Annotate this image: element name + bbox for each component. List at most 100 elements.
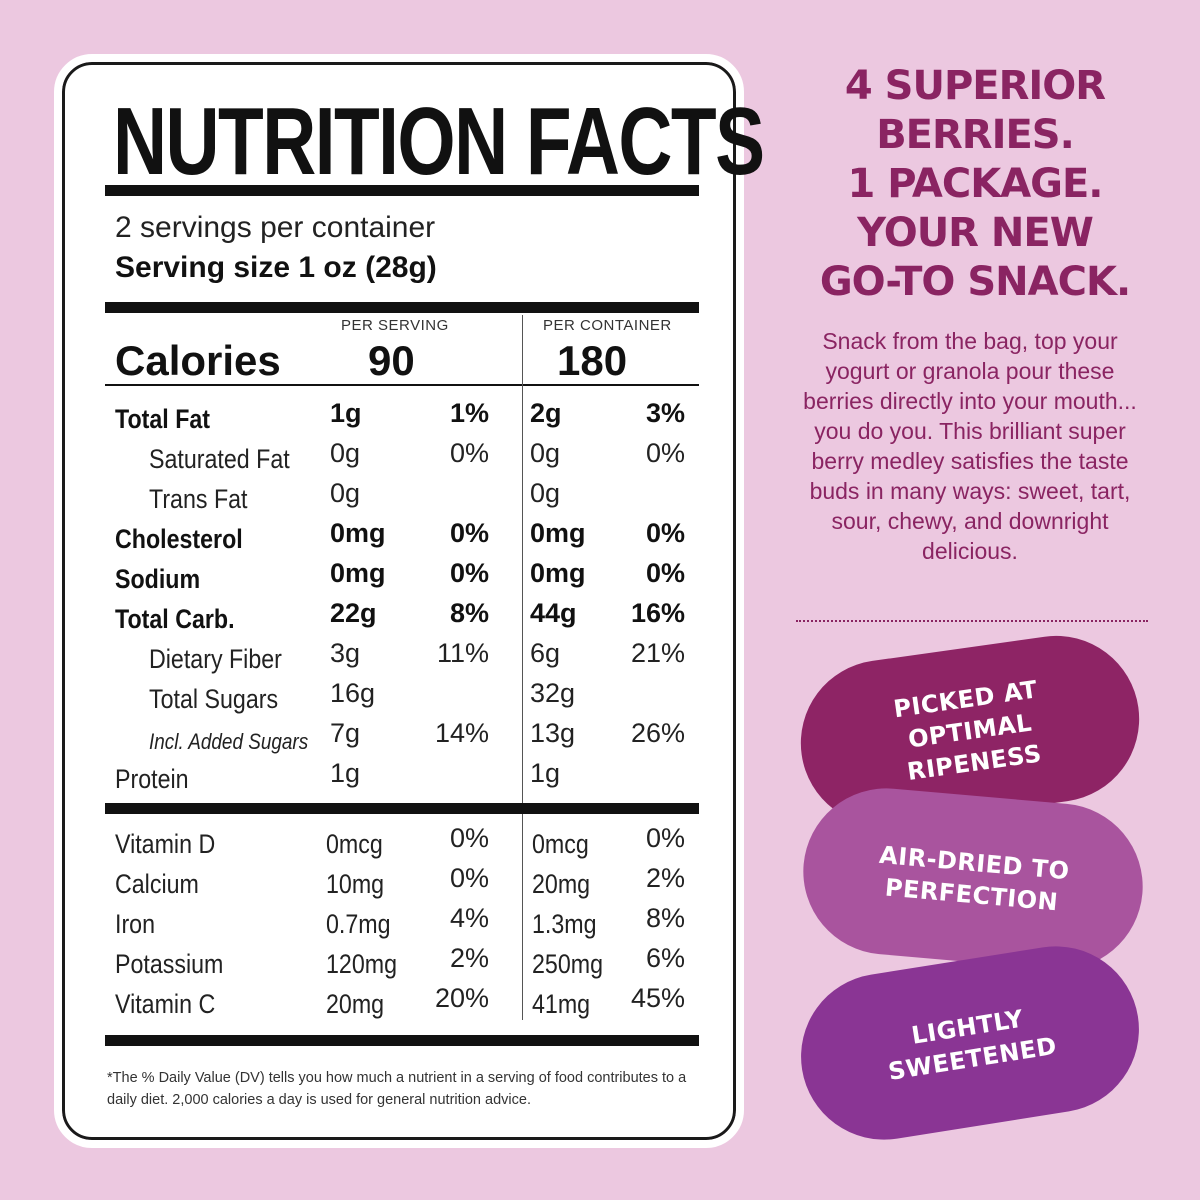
vitamin-name: Calcium bbox=[115, 869, 199, 899]
serving-dv: 8% bbox=[449, 598, 489, 628]
nutrient-row-sodium: Sodium 0mg 0% 0mg 0% bbox=[65, 552, 739, 594]
vitamin-name: Vitamin D bbox=[115, 829, 216, 859]
container-amount: 0mcg bbox=[532, 829, 589, 859]
calories-label: Calories bbox=[115, 337, 281, 384]
nutrient-row-protein: Protein 1g 1g bbox=[65, 752, 739, 794]
serving-amount: 0.7mg bbox=[326, 909, 391, 939]
serving-amount: 10mg bbox=[326, 869, 385, 899]
container-amount: 0g bbox=[530, 438, 561, 468]
nutrition-facts-panel: NUTRITION FACTS 2 servings per container… bbox=[54, 54, 765, 1148]
container-dv: 26% bbox=[630, 718, 685, 748]
nutrient-row-trans-fat: Trans Fat 0g 0g bbox=[65, 472, 739, 514]
container-amount: 1g bbox=[530, 758, 561, 788]
serving-dv: 0% bbox=[449, 518, 489, 548]
serving-dv: 14% bbox=[434, 718, 489, 748]
headline-line: GO-TO SNACK. bbox=[819, 259, 1131, 305]
serving-dv: 4% bbox=[449, 903, 489, 933]
container-amount: 32g bbox=[530, 678, 576, 708]
badge-label: AIR-DRIED TO PERFECTION bbox=[878, 840, 1071, 917]
container-dv: 0% bbox=[645, 823, 685, 853]
container-dv: 2% bbox=[645, 863, 685, 893]
serving-amount: 0mcg bbox=[326, 829, 383, 859]
nutrient-row-saturated-fat: Saturated Fat 0g 0% 0g 0% bbox=[65, 432, 739, 474]
thick-divider bbox=[105, 1035, 699, 1046]
container-dv: 0% bbox=[645, 518, 685, 548]
servings-per-container: 2 servings per container bbox=[115, 211, 436, 244]
headline-line: 4 SUPERIOR bbox=[844, 63, 1106, 109]
container-dv: 21% bbox=[630, 638, 685, 668]
calories-per-container: 180 bbox=[557, 337, 628, 384]
serving-dv: 20% bbox=[434, 983, 489, 1013]
container-dv: 6% bbox=[645, 943, 685, 973]
container-amount: 13g bbox=[530, 718, 576, 748]
per-serving-header: PER SERVING bbox=[341, 317, 449, 334]
serving-dv: 0% bbox=[449, 558, 489, 588]
column-divider bbox=[522, 814, 523, 1020]
badge-air-dried: AIR-DRIED TO PERFECTION bbox=[796, 781, 1150, 977]
serving-amount: 1g bbox=[330, 398, 362, 428]
serving-size: Serving size 1 oz (28g) bbox=[115, 251, 437, 284]
container-dv: 0% bbox=[645, 438, 685, 468]
vitamin-row-potassium: Potassium 120mg 2% 250mg 6% bbox=[65, 937, 739, 979]
serving-dv: 0% bbox=[449, 863, 489, 893]
thin-divider bbox=[105, 384, 699, 386]
serving-amount: 7g bbox=[330, 718, 361, 748]
serving-amount: 1g bbox=[330, 758, 361, 788]
container-amount: 250mg bbox=[532, 949, 604, 979]
serving-amount: 16g bbox=[330, 678, 376, 708]
nutrient-name: Sodium bbox=[115, 564, 201, 594]
nutrient-name: Total Carb. bbox=[115, 604, 235, 634]
nutrient-name: Trans Fat bbox=[149, 484, 248, 514]
product-description: Snack from the bag, top your yogurt or g… bbox=[803, 328, 1137, 564]
container-dv: 8% bbox=[645, 903, 685, 933]
nutrient-name: Cholesterol bbox=[115, 524, 243, 554]
thick-divider bbox=[105, 185, 699, 196]
dotted-divider bbox=[796, 620, 1148, 622]
container-amount: 44g bbox=[530, 598, 577, 628]
per-container-header: PER CONTAINER bbox=[543, 317, 672, 334]
nutrient-name: Protein bbox=[115, 764, 189, 794]
container-amount: 2g bbox=[530, 398, 562, 428]
headline-line: BERRIES. bbox=[876, 112, 1075, 158]
serving-dv: 2% bbox=[449, 943, 489, 973]
nutrient-row-total-carb: Total Carb. 22g 8% 44g 16% bbox=[65, 592, 739, 634]
nutrient-row-cholesterol: Cholesterol 0mg 0% 0mg 0% bbox=[65, 512, 739, 554]
calories-per-serving: 90 bbox=[368, 337, 415, 384]
container-amount: 0g bbox=[530, 478, 561, 508]
serving-amount: 20mg bbox=[326, 989, 385, 1019]
nutrient-name: Saturated Fat bbox=[149, 444, 290, 474]
promo-headline: 4 SUPERIOR BERRIES. 1 PACKAGE. YOUR NEW … bbox=[790, 62, 1160, 307]
vitamin-name: Iron bbox=[115, 909, 156, 939]
container-amount: 20mg bbox=[532, 869, 591, 899]
thick-divider bbox=[105, 302, 699, 313]
container-dv: 0% bbox=[645, 558, 685, 588]
badge-label: LIGHTLY SWEETENED bbox=[886, 1004, 1059, 1086]
column-divider bbox=[522, 315, 523, 803]
nutrient-row-added-sugars: Incl. Added Sugars 7g 14% 13g 26% bbox=[65, 712, 739, 754]
vitamin-row-calcium: Calcium 10mg 0% 20mg 2% bbox=[65, 857, 739, 899]
nutrient-row-total-fat: Total Fat 1g 1% 2g 3% bbox=[65, 392, 739, 434]
vitamin-row-vitamin-c: Vitamin C 20mg 20% 41mg 45% bbox=[65, 977, 739, 1019]
serving-dv: 11% bbox=[436, 638, 489, 668]
serving-dv: 0% bbox=[449, 823, 489, 853]
container-dv: 45% bbox=[630, 983, 685, 1013]
serving-amount: 0g bbox=[330, 438, 361, 468]
serving-dv: 1% bbox=[449, 398, 489, 428]
container-amount: 0mg bbox=[530, 518, 586, 548]
serving-amount: 0mg bbox=[330, 518, 386, 548]
vitamin-name: Vitamin C bbox=[115, 989, 216, 1019]
nutrient-name: Total Fat bbox=[115, 404, 211, 434]
serving-amount: 120mg bbox=[326, 949, 398, 979]
container-amount: 6g bbox=[530, 638, 561, 668]
vitamin-row-iron: Iron 0.7mg 4% 1.3mg 8% bbox=[65, 897, 739, 939]
container-dv: 16% bbox=[630, 598, 685, 628]
vitamin-name: Potassium bbox=[115, 949, 224, 979]
badge-lightly-sweetened: LIGHTLY SWEETENED bbox=[789, 934, 1151, 1152]
serving-amount: 0g bbox=[330, 478, 361, 508]
container-amount: 1.3mg bbox=[532, 909, 597, 939]
serving-amount: 22g bbox=[330, 598, 377, 628]
headline-line: YOUR NEW bbox=[857, 210, 1094, 256]
serving-amount: 3g bbox=[330, 638, 361, 668]
nutrient-row-dietary-fiber: Dietary Fiber 3g 11% 6g 21% bbox=[65, 632, 739, 674]
badge-label: PICKED AT OPTIMAL RIPENESS bbox=[891, 675, 1044, 786]
